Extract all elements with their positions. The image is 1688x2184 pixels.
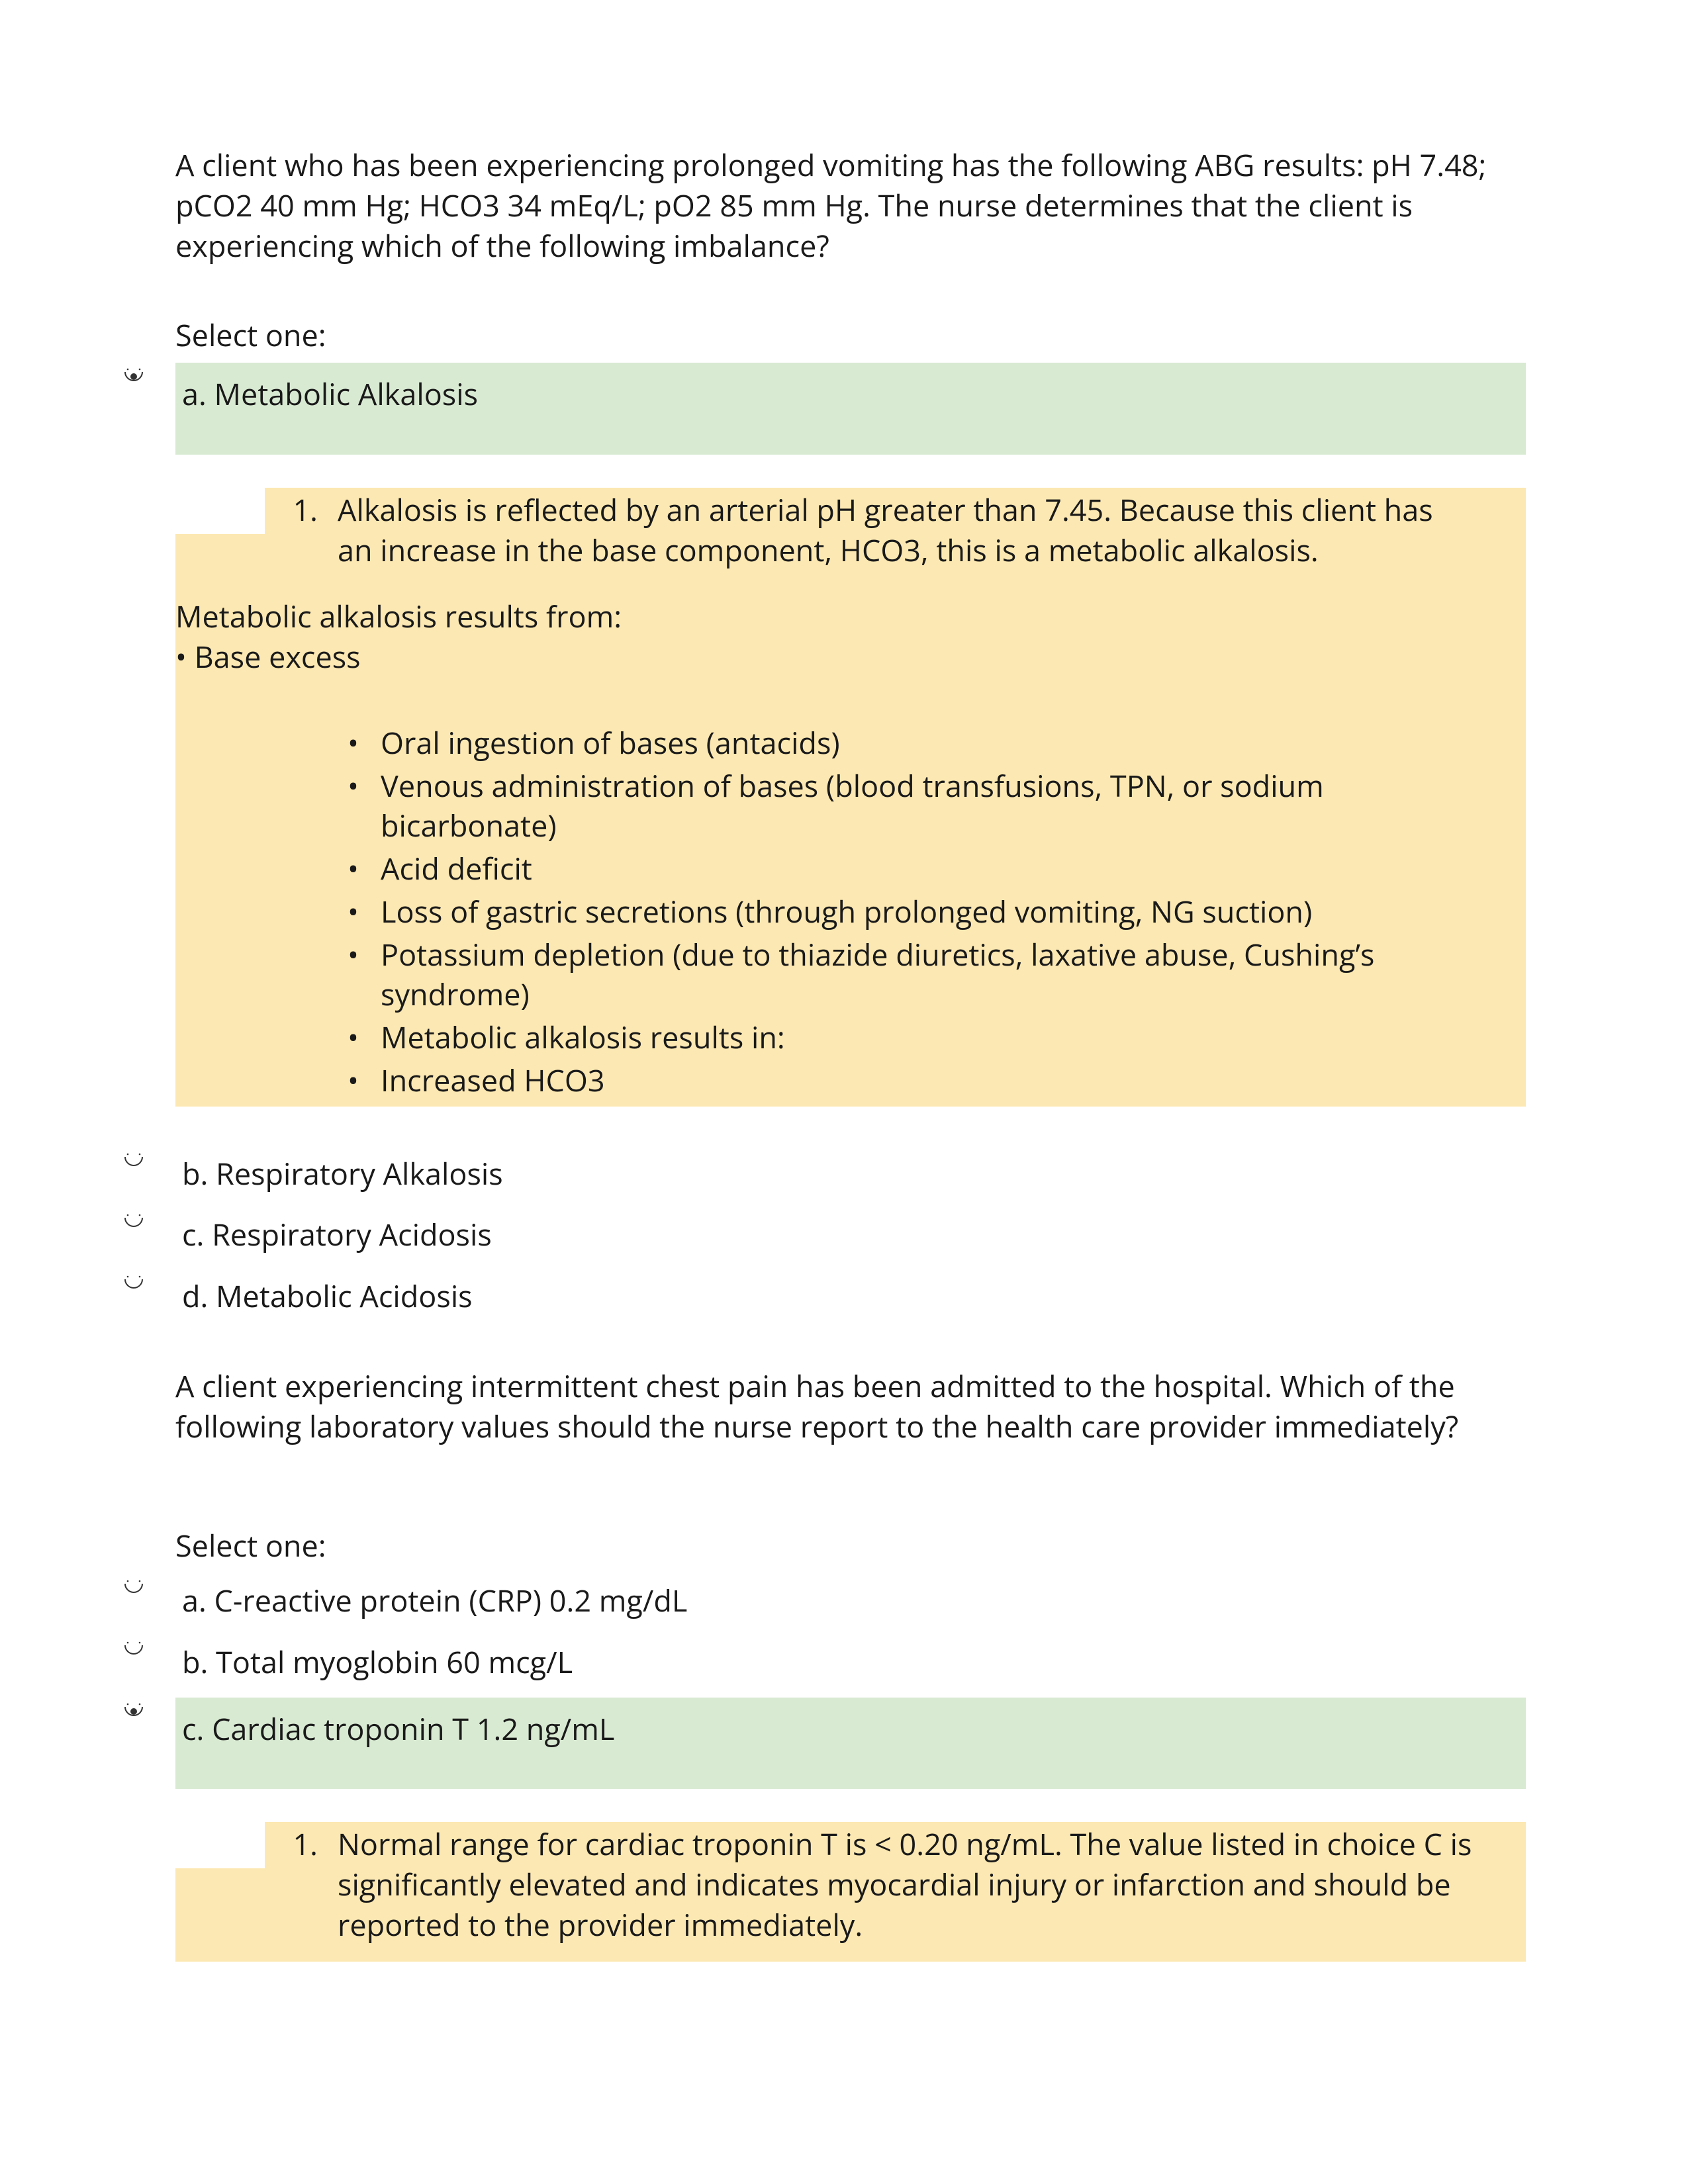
q1-exp-mid2: • Base excess	[175, 637, 1499, 678]
q2-stem: A client experiencing intermittent chest…	[175, 1367, 1526, 1447]
q2-option-a-label: a. C-reactive protein (CRP) 0.2 mg/dL	[175, 1574, 687, 1628]
q2-explanation: 1. Normal range for cardiac troponin T i…	[175, 1822, 1526, 1961]
q2-option-c-row: c. Cardiac troponin T 1.2 ng/mL	[175, 1698, 1526, 1823]
radio-unselected-icon[interactable]	[122, 1639, 145, 1661]
decorative-notch	[175, 1822, 265, 1868]
q2-option-b-label: b. Total myoglobin 60 mcg/L	[175, 1636, 573, 1690]
q2-option-b-row[interactable]: b. Total myoglobin 60 mcg/L	[175, 1636, 1526, 1690]
q2-option-c-label: c. Cardiac troponin T 1.2 ng/mL	[182, 1709, 614, 1749]
q2-exp-num: 1.	[265, 1825, 338, 1945]
q1-bullet: Potassium depletion (due to thiazide diu…	[381, 935, 1486, 1016]
q1-bullet: Metabolic alkalosis results in:	[381, 1018, 785, 1058]
radio-unselected-icon[interactable]	[122, 1150, 145, 1173]
page: A client who has been experiencing prolo…	[0, 0, 1688, 2184]
radio-unselected-icon[interactable]	[122, 1577, 145, 1600]
decorative-notch	[175, 488, 265, 534]
q1-option-a-correct[interactable]: a. Metabolic Alkalosis	[175, 363, 1526, 455]
q1-bullet: Acid deficit	[381, 849, 532, 889]
q1-option-d-row[interactable]: d. Metabolic Acidosis	[175, 1270, 1526, 1324]
radio-unselected-icon[interactable]	[122, 1211, 145, 1234]
q2-select-one-label: Select one:	[175, 1526, 1526, 1567]
q2-option-a-row[interactable]: a. C-reactive protein (CRP) 0.2 mg/dL	[175, 1574, 1526, 1628]
q1-bullet: Venous administration of bases (blood tr…	[381, 766, 1486, 847]
radio-selected-icon[interactable]	[122, 1700, 145, 1723]
q1-exp-lead: Alkalosis is reflected by an arterial pH…	[338, 490, 1513, 571]
q1-option-d-label: d. Metabolic Acidosis	[175, 1270, 473, 1324]
q1-exp-mid1: Metabolic alkalosis results from:	[175, 597, 1499, 637]
q1-select-one-label: Select one:	[175, 316, 1526, 356]
q1-stem: A client who has been experiencing prolo…	[175, 146, 1526, 266]
radio-selected-icon[interactable]	[122, 365, 145, 388]
q1-exp-bullets: •Oral ingestion of bases (antacids) •Ven…	[175, 723, 1513, 1101]
radio-unselected-icon[interactable]	[122, 1273, 145, 1295]
q1-explanation: 1. Alkalosis is reflected by an arterial…	[175, 488, 1526, 1107]
q1-exp-num: 1.	[265, 490, 338, 571]
q1-option-b-label: b. Respiratory Alkalosis	[175, 1148, 503, 1201]
q2-option-c-correct[interactable]: c. Cardiac troponin T 1.2 ng/mL	[175, 1698, 1526, 1790]
q2-exp-lead: Normal range for cardiac troponin T is <…	[338, 1825, 1513, 1945]
q1-bullet: Oral ingestion of bases (antacids)	[381, 723, 840, 764]
q1-option-c-row[interactable]: c. Respiratory Acidosis	[175, 1208, 1526, 1262]
q1-bullet: Increased HCO3	[381, 1061, 605, 1101]
content-area: A client who has been experiencing prolo…	[175, 146, 1526, 1962]
q1-option-b-row[interactable]: b. Respiratory Alkalosis	[175, 1148, 1526, 1201]
q1-option-a-label: a. Metabolic Alkalosis	[182, 374, 478, 414]
q1-bullet: Loss of gastric secretions (through prol…	[381, 892, 1312, 933]
q1-option-a-row: a. Metabolic Alkalosis	[175, 363, 1526, 488]
q1-option-c-label: c. Respiratory Acidosis	[175, 1208, 492, 1262]
